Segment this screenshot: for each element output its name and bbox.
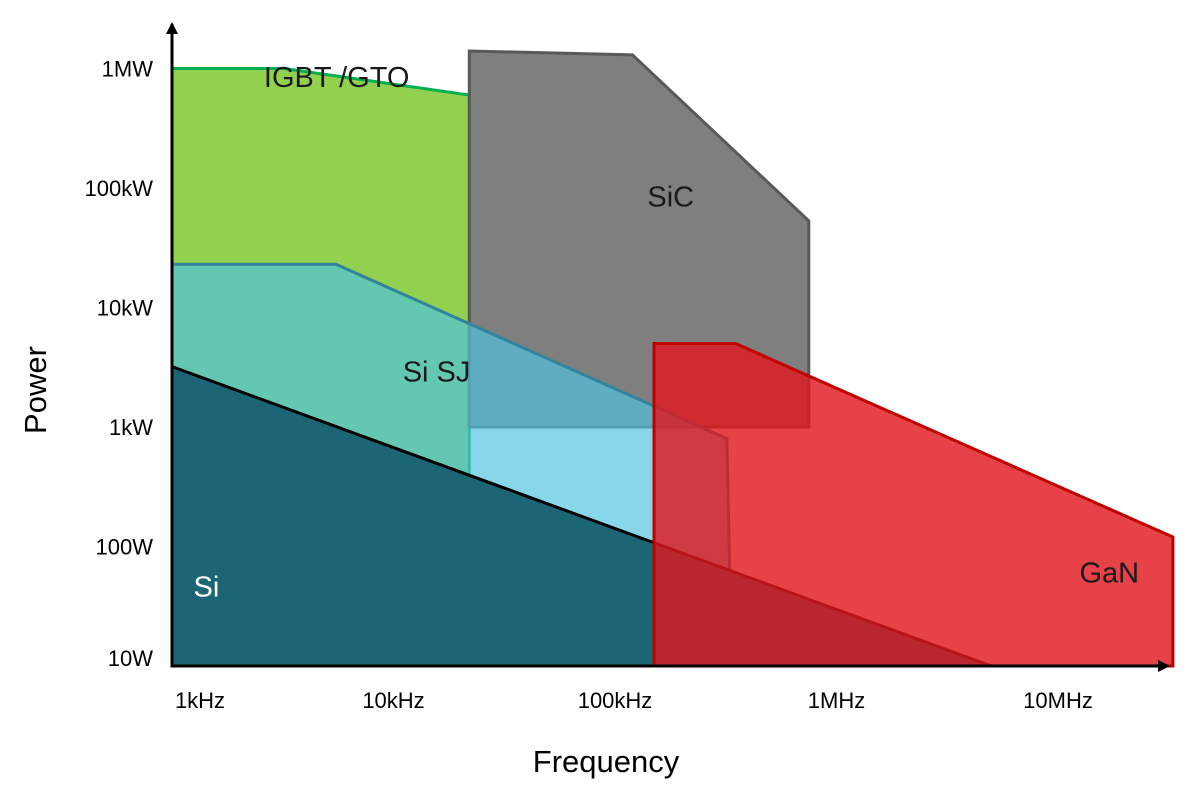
- x-tick-label-100khz: 100kHz: [578, 688, 653, 713]
- y-tick-label-1kw: 1kW: [109, 415, 153, 440]
- x-axis-title: Frequency: [533, 744, 680, 779]
- x-tick-label-10khz: 10kHz: [362, 688, 424, 713]
- x-tick-label-1mhz: 1MHz: [808, 688, 865, 713]
- region-layer: [170, 49, 1175, 668]
- y-tick-label-100kw: 100kW: [85, 176, 154, 201]
- region-gan: [652, 342, 1175, 668]
- y-axis-title: Power: [18, 346, 53, 434]
- y-tick-label-100w: 100W: [96, 535, 154, 560]
- region-labels: IGBT /GTO SiC Si SJ Si GaN: [194, 62, 1140, 604]
- region-label-sic: SiC: [647, 182, 694, 214]
- region-label-si: Si: [194, 572, 220, 604]
- tick-labels: 1kHz 10kHz 100kHz 1MHz 10MHz 10W 100W 1kW 10kW 10…: [85, 57, 1093, 714]
- region-label-gan: GaN: [1080, 558, 1140, 590]
- y-tick-label-10kw: 10kW: [97, 296, 153, 321]
- x-tick-label-10mhz: 10MHz: [1023, 688, 1093, 713]
- region-label-si-sj: Si SJ: [403, 357, 471, 389]
- axes: [166, 22, 1170, 672]
- region-label-igbt-gto: IGBT /GTO: [264, 62, 410, 94]
- y-tick-label-1mw: 1MW: [102, 57, 154, 82]
- y-tick-label-10w: 10W: [108, 646, 153, 671]
- x-tick-label-1khz: 1kHz: [175, 688, 225, 713]
